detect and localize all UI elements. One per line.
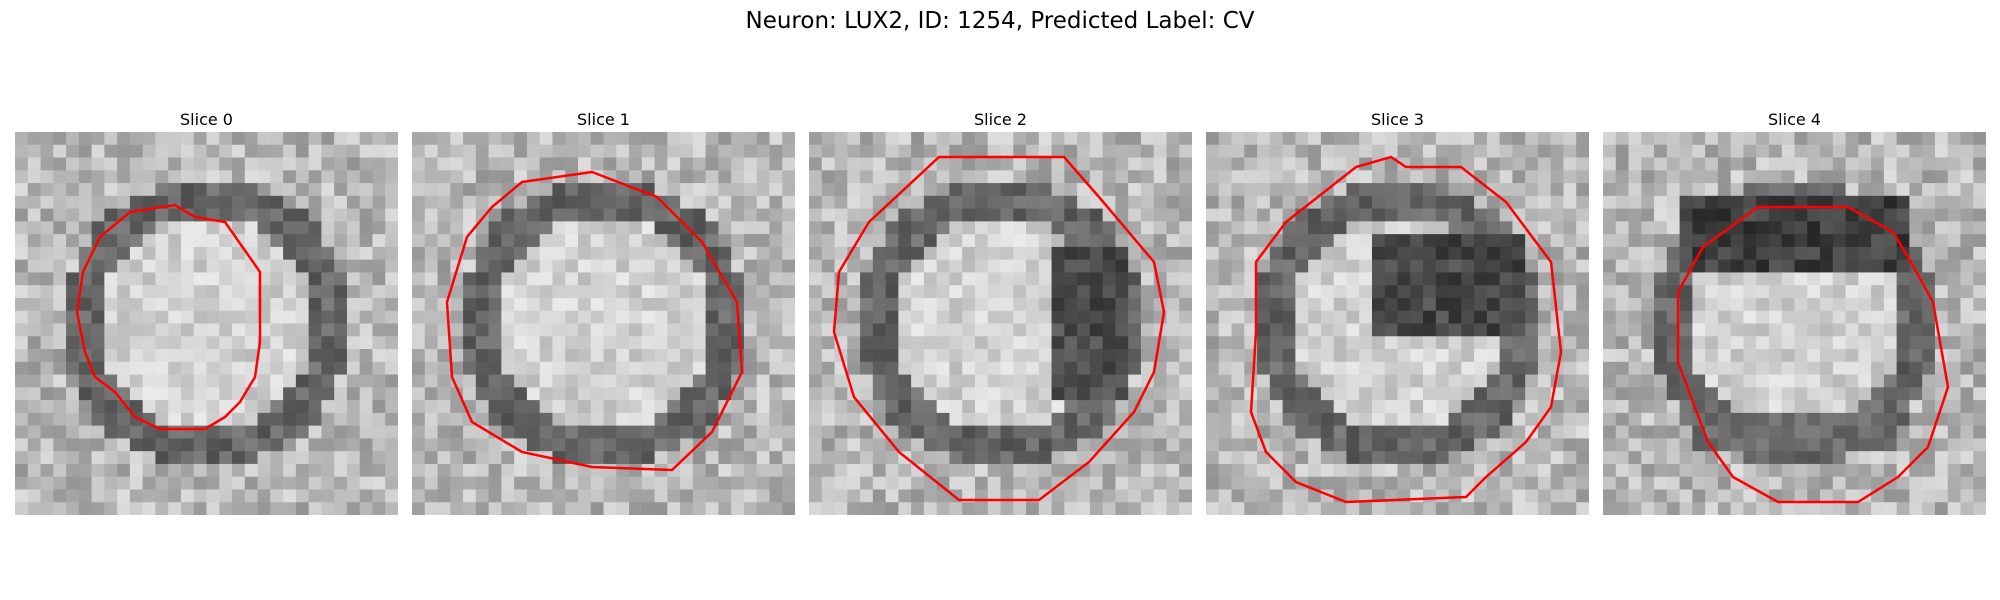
- segmentation-contour: [445, 170, 744, 472]
- slice-image: [1206, 132, 1589, 515]
- segmentation-contour: [832, 155, 1166, 502]
- slice-title: Slice 3: [1371, 110, 1424, 129]
- slice-panel-1: Slice 1: [412, 108, 795, 515]
- slice-panel-0: Slice 0: [15, 108, 398, 515]
- slice-title: Slice 1: [577, 110, 630, 129]
- slice-title: Slice 2: [974, 110, 1027, 129]
- segmentation-contour: [1249, 155, 1563, 504]
- slice-image: [1603, 132, 1986, 515]
- slice-title: Slice 0: [180, 110, 233, 129]
- slice-panel-4: Slice 4: [1603, 108, 1986, 515]
- figure-title: Neuron: LUX2, ID: 1254, Predicted Label:…: [745, 8, 1255, 34]
- slice-image: [809, 132, 1192, 515]
- slice-panel-3: Slice 3: [1206, 108, 1589, 515]
- segmentation-contour: [1676, 205, 1950, 504]
- segmentation-contour: [75, 203, 262, 431]
- slice-image: [15, 132, 398, 515]
- slice-title: Slice 4: [1768, 110, 1821, 129]
- slice-panel-2: Slice 2: [809, 108, 1192, 515]
- slice-image: [412, 132, 795, 515]
